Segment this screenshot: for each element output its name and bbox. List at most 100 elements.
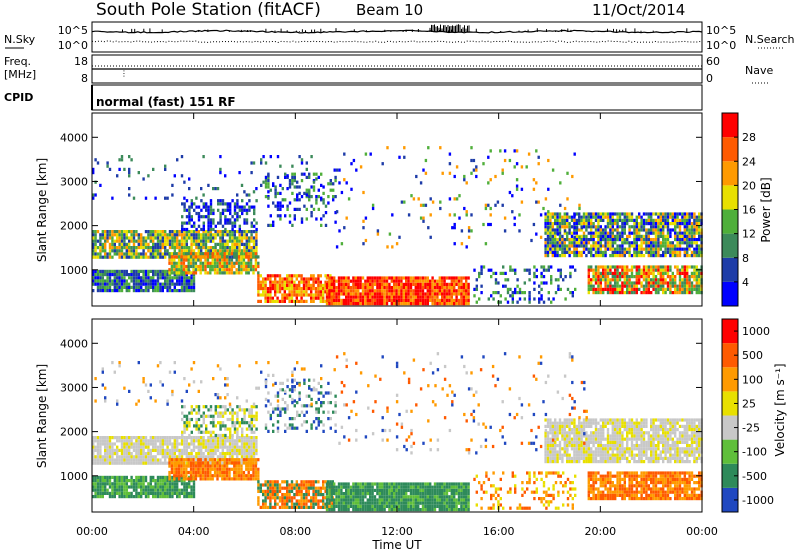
power-cell [635,215,638,219]
power-cell [195,205,198,209]
power-cell [558,254,562,258]
power-cell [226,202,229,206]
velocity-cell [166,442,169,446]
power-cell [229,221,232,225]
power-cell [195,239,198,243]
velocity-cell [113,479,116,483]
power-cell [373,298,377,302]
power-cell [417,292,420,296]
velocity-cell [221,452,224,456]
power-cell [678,275,682,279]
velocity-cell [192,448,196,452]
power-cell [176,233,179,237]
power-cell [369,282,372,286]
velocity-cell [106,475,109,479]
velocity-cell [221,455,224,459]
velocity-cell [132,479,136,483]
power-cell [690,212,694,216]
power-cell [106,236,109,240]
power-cell [681,278,684,282]
power-cell [516,284,519,288]
velocity-cell [214,405,217,409]
power-cell [161,255,164,259]
power-cell [354,302,357,306]
power-cell [212,239,215,243]
power-cell [587,247,590,251]
velocity-cell [224,436,227,440]
velocity-cell [209,452,212,456]
power-cell [443,276,446,280]
power-cell [192,289,196,293]
power-cell [92,249,95,253]
power-cell [315,198,318,202]
power-cell [604,234,607,238]
velocity-cell [211,477,214,481]
velocity-cell [99,439,102,443]
power-cell [307,280,310,284]
power-cell [197,233,200,237]
power-cell [695,215,698,219]
power-cell [659,225,662,229]
power-cell [327,195,330,199]
velocity-cell [135,455,138,459]
power-cell [156,249,160,253]
power-cell [433,292,437,296]
power-cell [320,183,323,187]
power-cell [147,269,150,273]
power-cell [267,185,270,189]
power-cell [214,252,217,256]
power-ytick-label: 3000 [60,175,88,188]
power-cell [381,276,384,280]
power-cell [693,250,696,254]
power-cell [645,222,648,226]
power-cell [400,279,403,283]
power-cell [611,215,614,219]
power-cell [116,282,119,286]
velocity-cell [101,482,104,486]
velocity-cell [173,442,176,446]
power-cell [284,172,287,176]
power-cell [630,268,634,272]
power-cell [120,158,124,162]
power-colorbar-tick-label: 16 [742,204,756,217]
power-cell [156,230,160,234]
velocity-cell [166,436,169,440]
velocity-cell [192,461,195,465]
velocity-cell [123,445,126,449]
power-cell [241,199,244,203]
power-cell [395,279,398,283]
power-cell [681,268,684,272]
power-cell [628,254,631,258]
power-cell [657,281,660,285]
power-cell [152,233,155,237]
velocity-cell [204,477,207,481]
velocity-cell [101,475,104,479]
velocity-cell [175,461,178,465]
power-cell [395,242,399,246]
power-cell [535,200,538,204]
power-cell [419,279,422,283]
power-cell [647,231,650,235]
power-cell [327,182,330,186]
power-cell [281,280,284,284]
power-cell [111,196,114,200]
power-cell [698,231,701,235]
power-cell [236,211,239,216]
velocity-cell [206,467,210,471]
power-cell [255,230,258,234]
power-cell [125,230,128,234]
power-cell [161,276,164,280]
power-cell [511,268,514,272]
velocity-cell [130,482,133,486]
velocity-cell [202,455,205,459]
power-cell [635,241,638,245]
power-cell [200,246,203,250]
power-cell [546,254,550,258]
velocity-cell [237,474,241,478]
power-cell [252,239,256,243]
power-cell [654,268,658,272]
power-cell [376,302,379,306]
power-cell [414,289,417,293]
power-cell [463,206,466,211]
power-cell [176,276,179,280]
